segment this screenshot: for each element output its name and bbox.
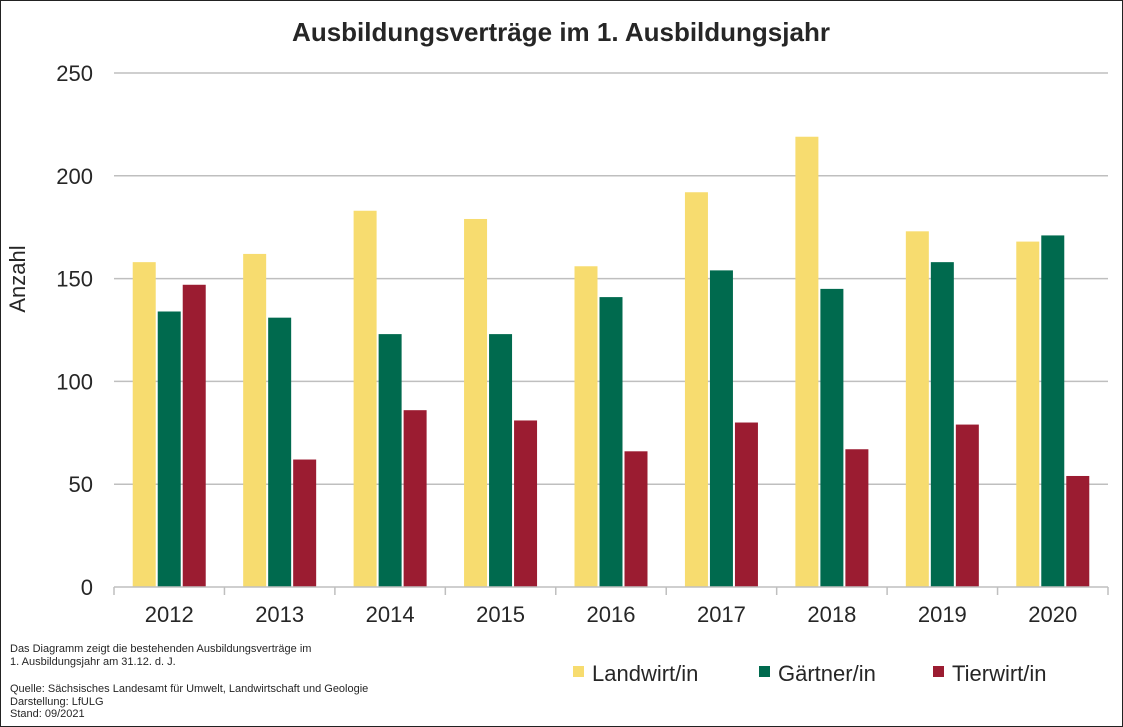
bar-grtnerin-2012: [157, 311, 181, 587]
bar-landwirtin-2016: [574, 266, 598, 587]
bar-grtnerin-2020: [1041, 235, 1065, 587]
chart-source-note: Quelle: Sächsisches Landesamt für Umwelt…: [10, 683, 369, 720]
legend-label: Tierwirt/in: [952, 661, 1047, 686]
x-tick-label: 2019: [918, 602, 967, 627]
bar-tierwirtin-2015: [514, 420, 538, 587]
bar-grtnerin-2016: [599, 297, 623, 587]
x-tick-label: 2014: [366, 602, 415, 627]
x-tick-label: 2015: [476, 602, 525, 627]
bar-landwirtin-2013: [243, 253, 267, 588]
bar-grtnerin-2015: [489, 334, 513, 587]
x-tick-label: 2013: [255, 602, 304, 627]
bar-landwirtin-2014: [353, 210, 377, 587]
y-tick-label: 150: [56, 267, 93, 292]
x-tick-label: 2012: [145, 602, 194, 627]
chart-title: Ausbildungsverträge im 1. Ausbildungsjah…: [292, 17, 830, 47]
bar-tierwirtin-2016: [624, 451, 648, 587]
y-tick-label: 250: [56, 61, 93, 86]
y-tick-label: 200: [56, 164, 93, 189]
bar-grtnerin-2014: [378, 334, 402, 587]
bar-tierwirtin-2017: [734, 422, 758, 587]
x-tick-label: 2018: [807, 602, 856, 627]
y-axis-label: Anzahl: [5, 245, 30, 312]
legend: Landwirt/in Gärtner/in Tierwirt/in: [573, 661, 1047, 686]
legend-label: Landwirt/in: [592, 661, 698, 686]
bars: [132, 136, 1090, 588]
bar-grtnerin-2019: [930, 262, 954, 587]
bar-landwirtin-2012: [132, 262, 156, 587]
bar-tierwirtin-2013: [293, 459, 317, 587]
bar-landwirtin-2020: [1016, 241, 1040, 588]
x-tick-label: 2016: [587, 602, 636, 627]
bar-landwirtin-2018: [795, 136, 819, 587]
bar-tierwirtin-2019: [955, 424, 979, 587]
bar-landwirtin-2017: [684, 192, 708, 588]
x-tick-label: 2017: [697, 602, 746, 627]
chart-description-note: Das Diagramm zeigt die bestehenden Ausbi…: [10, 643, 312, 668]
x-tick-labels: 2012 2013 2014 2015 2016 2017 2018 2019 2020: [145, 602, 1078, 627]
bar-grtnerin-2017: [709, 270, 733, 587]
legend-swatch: [573, 666, 584, 677]
y-tick-label: 100: [56, 369, 93, 394]
legend-swatch: [933, 666, 944, 677]
legend-label: Gärtner/in: [778, 661, 876, 686]
y-tick-label: 50: [69, 472, 93, 497]
bar-landwirtin-2015: [464, 218, 488, 587]
x-axis: [113, 586, 1109, 595]
bar-tierwirtin-2014: [403, 410, 427, 587]
bar-grtnerin-2013: [268, 317, 292, 587]
y-tick-labels: 0 50 100 150 200 250: [56, 61, 93, 600]
bar-tierwirtin-2018: [845, 449, 869, 587]
bar-tierwirtin-2020: [1066, 475, 1090, 587]
legend-swatch: [759, 666, 770, 677]
x-tick-label: 2020: [1028, 602, 1077, 627]
y-tick-label: 0: [81, 575, 93, 600]
bar-grtnerin-2018: [820, 288, 844, 587]
bar-landwirtin-2019: [905, 231, 929, 587]
bar-tierwirtin-2012: [182, 284, 206, 587]
